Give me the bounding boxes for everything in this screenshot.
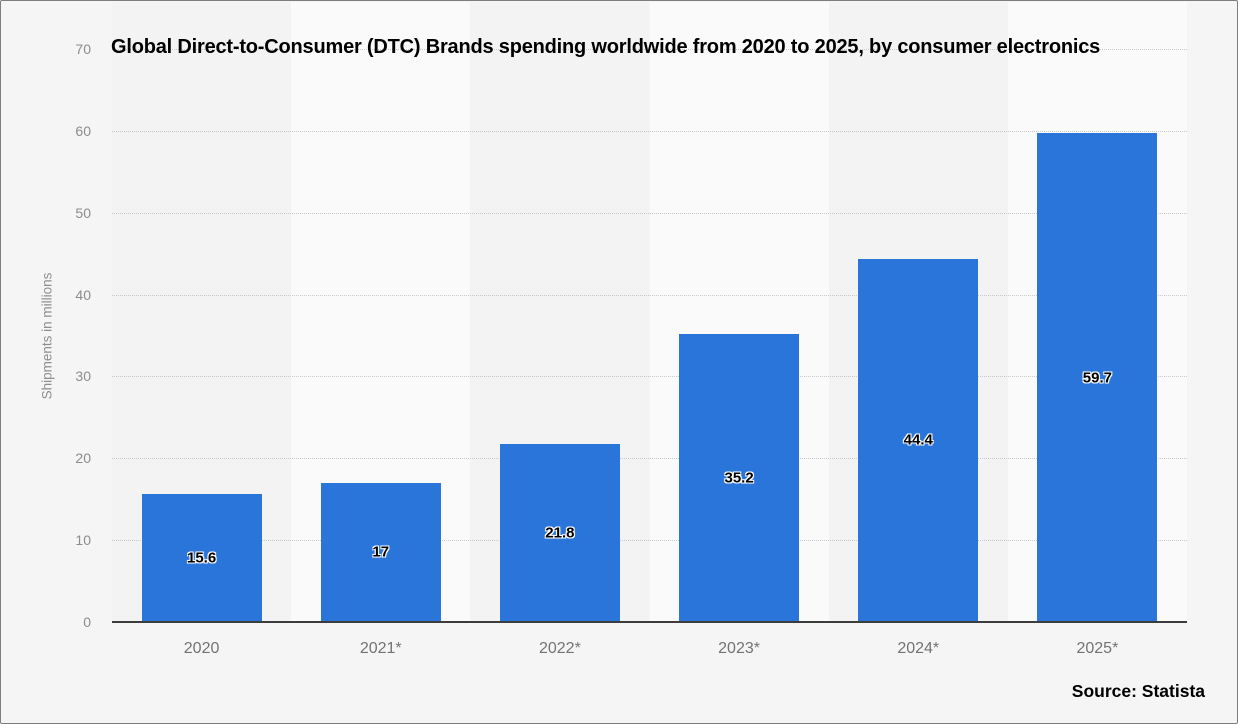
gridline: [112, 376, 1187, 378]
gridline: [112, 49, 1187, 50]
y-axis-tick-label: 10: [75, 532, 91, 549]
gridline: [112, 130, 1187, 132]
gridline: [112, 294, 1187, 296]
x-axis-label-2024*: 2024*: [897, 640, 940, 657]
source-label: Source: Statista: [1071, 681, 1205, 701]
bar-value-label: 44.4: [903, 431, 933, 449]
bar-value-label: 17: [372, 543, 390, 561]
x-axis-label-2021*: 2021*: [359, 640, 402, 657]
y-axis-tick-label: 20: [75, 450, 91, 467]
bar-value-label: 59.7: [1082, 369, 1113, 387]
bar-2021*: [320, 482, 441, 622]
x-axis-label-2022*: 2022*: [538, 640, 581, 657]
y-axis-tick-label: 70: [75, 41, 91, 57]
bar-value-label: 15.6: [186, 549, 217, 567]
bar-value-label: 21.8: [545, 524, 575, 542]
bar-2023*: [679, 333, 800, 622]
y-axis-tick-label: 30: [75, 368, 91, 385]
x-axis-line: [112, 621, 1187, 623]
gridline: [112, 540, 1187, 542]
x-axis-label-2020: 2020: [183, 640, 220, 657]
bar-2022*: [499, 443, 620, 622]
x-axis-label-2025*: 2025*: [1076, 640, 1119, 657]
gridline: [112, 212, 1187, 214]
chart-title: Global Direct-to-Consumer (DTC) Brands s…: [111, 36, 1101, 58]
bar-2024*: [858, 258, 979, 622]
y-axis-tick-label: 0: [83, 614, 91, 630]
bar-value-label: 35.2: [724, 469, 754, 487]
y-axis-tick-label: 40: [75, 286, 91, 303]
gridline: [112, 458, 1187, 460]
x-axis-label-2023*: 2023*: [718, 640, 760, 657]
y-axis-tick-label: 50: [75, 204, 91, 221]
y-axis-tick-label: 60: [75, 122, 91, 139]
bar-2020: [141, 494, 262, 622]
bar-2025*: [1037, 133, 1158, 622]
